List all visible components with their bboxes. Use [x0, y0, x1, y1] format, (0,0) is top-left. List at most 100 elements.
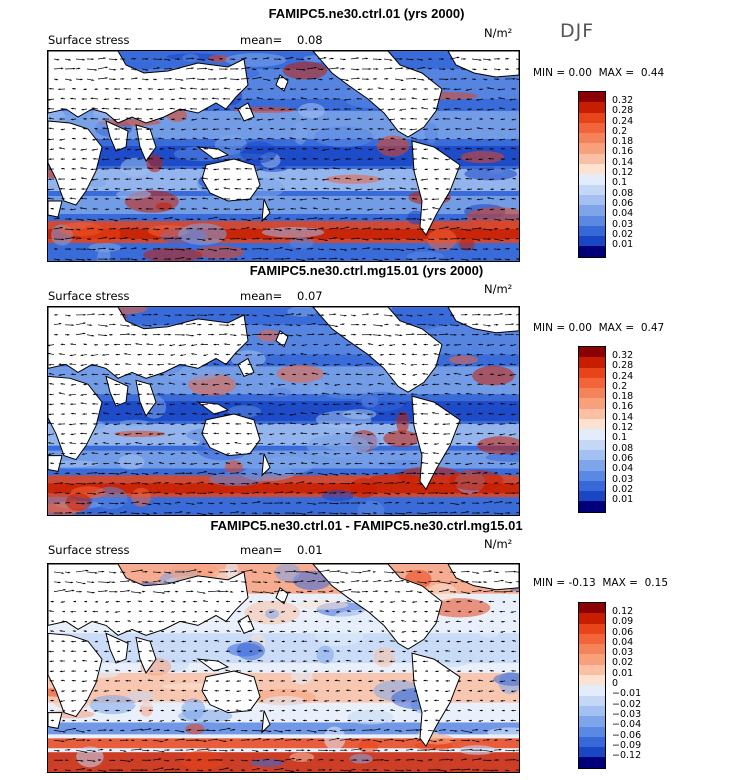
stress-arrow-head — [376, 313, 380, 316]
stress-arrow-head — [92, 313, 96, 316]
stress-arrow-head — [375, 68, 379, 70]
stress-arrow — [515, 238, 519, 240]
stress-arrow-head — [279, 354, 283, 356]
stress-arrow-head — [148, 148, 152, 150]
stress-arrow-head — [60, 343, 64, 346]
stress-arrow-head — [236, 462, 240, 465]
mean-value: 0.08 — [297, 33, 323, 47]
stress-arrow-head — [48, 127, 52, 130]
stress-arrow-head — [157, 248, 161, 250]
stress-arrow-head — [223, 374, 227, 376]
stress-arrow-head — [453, 591, 457, 593]
landmass — [312, 564, 443, 650]
stress-arrow-head — [101, 127, 106, 130]
stress-arrow-head — [91, 463, 95, 465]
stress-arrow-head — [70, 650, 74, 653]
stress-arrow-head — [322, 422, 326, 425]
stress-blob — [472, 365, 515, 386]
stress-arrow-head — [213, 473, 218, 476]
stress-arrow-head — [236, 393, 240, 395]
stress-arrow-head — [346, 137, 350, 140]
stress-arrow-head — [181, 432, 185, 435]
stress-arrow-head — [101, 138, 106, 140]
stress-arrow-head — [134, 68, 138, 71]
stress-arrow-head — [267, 79, 271, 81]
stress-arrow-head — [215, 680, 219, 682]
stress-arrow-head — [464, 323, 468, 326]
stress-arrow-head — [390, 620, 394, 623]
colorbar-swatch — [579, 347, 605, 358]
stress-arrow-head — [377, 432, 381, 435]
stress-arrow-head — [466, 343, 470, 346]
stress-arrow — [427, 580, 440, 583]
stress-arrow-head — [210, 68, 214, 71]
stress-arrow-head — [155, 257, 159, 260]
min-max-readout: MIN = 0.00 MAX = 0.47 — [533, 322, 664, 334]
stress-arrow-head — [510, 197, 515, 200]
stress-arrow-head — [125, 393, 129, 395]
surface-stress-map — [47, 306, 520, 516]
stress-arrow-head — [429, 218, 433, 220]
stress-arrow-head — [71, 228, 75, 231]
stress-arrow-head — [222, 168, 226, 170]
stress-arrow-head — [412, 660, 416, 663]
stress-arrow-head — [124, 511, 128, 514]
stress-arrow-head — [114, 158, 118, 161]
stress-arrow — [471, 227, 482, 230]
stress-arrow-head — [123, 343, 127, 346]
stress-arrow-head — [455, 422, 459, 425]
stress-arrow-head — [390, 137, 394, 140]
stress-arrow-head — [389, 88, 393, 91]
stress-arrow-head — [409, 433, 413, 436]
stress-arrow-head — [69, 343, 73, 346]
stress-arrow-head — [194, 569, 198, 571]
stress-arrow-head — [180, 650, 184, 653]
stress-arrow-head — [421, 363, 425, 366]
stress-arrow-head — [398, 187, 402, 189]
stress-arrow-head — [301, 610, 305, 613]
stress-arrow — [317, 491, 327, 494]
stress-arrow-head — [356, 354, 360, 356]
stress-vectors — [48, 56, 519, 261]
stress-arrow-head — [344, 452, 349, 455]
min-value: 0.00 — [568, 67, 592, 79]
stress-arrow-head — [378, 412, 382, 415]
stress-arrow-head — [322, 364, 326, 366]
stress-arrow-head — [518, 313, 519, 316]
stress-arrow-head — [279, 188, 284, 191]
stress-arrow-head — [223, 413, 227, 416]
stress-arrow-head — [124, 630, 128, 633]
stress-arrow — [394, 512, 405, 515]
stress-arrow-head — [266, 57, 270, 59]
stress-arrow-head — [113, 118, 117, 121]
stress-arrow-head — [424, 670, 428, 672]
stress-blob — [342, 409, 377, 420]
stress-arrow-head — [409, 117, 413, 120]
stress-arrow-head — [390, 413, 394, 415]
stress-arrow — [306, 571, 317, 575]
stress-arrow-head — [142, 590, 146, 593]
stress-arrow-head — [190, 118, 194, 121]
stress-arrow-head — [379, 610, 383, 612]
stress-arrow-head — [356, 57, 360, 60]
stress-arrow-head — [201, 128, 205, 131]
stress-arrow-head — [323, 57, 327, 59]
stress-arrow-head — [508, 473, 513, 475]
stress-arrow — [438, 589, 449, 593]
stress-arrow-head — [202, 600, 206, 602]
stress-arrow-head — [49, 680, 53, 682]
stress-arrow-head — [465, 89, 469, 91]
stress-arrow-head — [59, 491, 63, 494]
stress-arrow-head — [123, 188, 127, 191]
stress-arrow-head — [365, 422, 369, 425]
stress-arrow-head — [465, 207, 469, 210]
stress-arrow-head — [453, 372, 457, 375]
stress-arrow-head — [463, 502, 467, 504]
stress-arrow-head — [442, 178, 446, 180]
stress-arrow-head — [344, 158, 348, 160]
stress-arrow-head — [245, 422, 249, 424]
stress-arrow-head — [213, 148, 217, 150]
stress-arrow — [174, 78, 183, 81]
stress-arrow-head — [223, 128, 227, 130]
stress-arrow — [350, 77, 360, 80]
